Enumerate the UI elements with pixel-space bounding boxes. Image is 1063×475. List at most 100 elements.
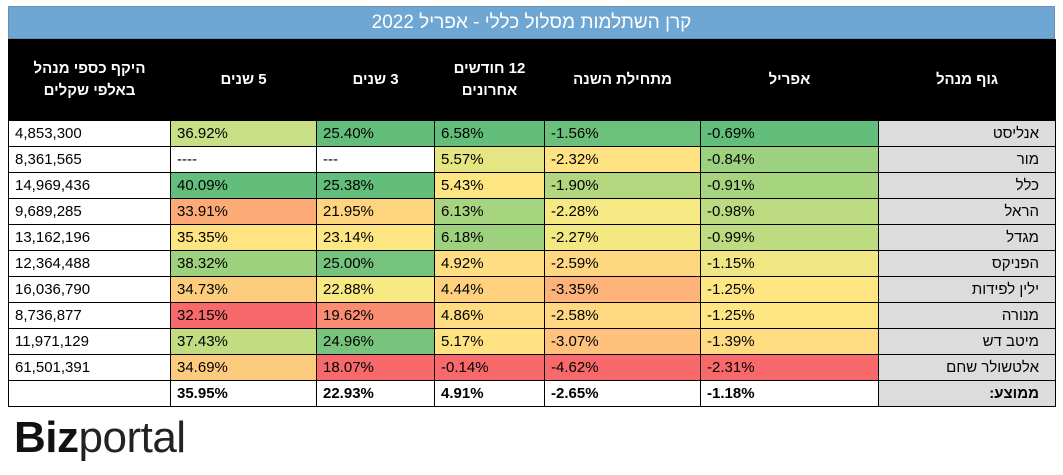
- april-return: -1.39%: [700, 328, 879, 355]
- aum-value: 8,736,877: [8, 302, 171, 329]
- company-name: מור: [878, 146, 1056, 173]
- 3-years-return: 19.62%: [316, 302, 435, 329]
- average-3-years: 22.93%: [316, 380, 435, 407]
- logo-part-portal: portal: [78, 413, 187, 462]
- table-title: קרן השתלמות מסלול כללי - אפריל 2022: [8, 6, 1055, 39]
- table-row: מור -0.84% -2.32% 5.57% --- ---- 8,361,565: [8, 146, 1056, 173]
- 12-months-return: 6.13%: [434, 198, 545, 225]
- 5-years-return: 40.09%: [170, 172, 317, 199]
- header-12-months: 12 חודשים אחרונים: [434, 39, 545, 121]
- header-row: גוף מנהל אפריל מתחילת השנה 12 חודשים אחר…: [8, 39, 1056, 121]
- ytd-return: -3.35%: [544, 276, 701, 303]
- company-name: אלטשולר שחם: [878, 354, 1056, 381]
- table-row: הפניקס -1.15% -2.59% 4.92% 25.00% 38.32% 12,36…: [8, 250, 1056, 277]
- 12-months-return: 4.86%: [434, 302, 545, 329]
- header-aum: היקף כספי מנהל באלפי שקלים: [8, 39, 171, 121]
- company-name: הראל: [878, 198, 1056, 225]
- table-row: מגדל -0.99% -2.27% 6.18% 23.14% 35.35% 13,162,…: [8, 224, 1056, 251]
- ytd-return: -2.59%: [544, 250, 701, 277]
- aum-value: 16,036,790: [8, 276, 171, 303]
- table-row: ילין לפידות -1.25% -3.35% 4.44% 22.88% 34.73%…: [8, 276, 1056, 303]
- table-row: הראל -0.98% -2.28% 6.13% 21.95% 33.91% 9,689,2…: [8, 198, 1056, 225]
- ytd-return: -3.07%: [544, 328, 701, 355]
- april-return: -0.98%: [700, 198, 879, 225]
- 5-years-return: 36.92%: [170, 120, 317, 147]
- 5-years-return: 34.73%: [170, 276, 317, 303]
- 12-months-return: 5.17%: [434, 328, 545, 355]
- april-return: -0.84%: [700, 146, 879, 173]
- 5-years-return: 32.15%: [170, 302, 317, 329]
- aum-value: 4,853,300: [8, 120, 171, 147]
- table-row: אלטשולר שחם -2.31% -4.62% -0.14% 18.07% 34.69…: [8, 354, 1056, 381]
- ytd-return: -4.62%: [544, 354, 701, 381]
- average-12-months: 4.91%: [434, 380, 545, 407]
- 3-years-return: 24.96%: [316, 328, 435, 355]
- company-name: ילין לפידות: [878, 276, 1056, 303]
- average-aum: [8, 380, 171, 407]
- bizportal-logo: Bizportal: [14, 414, 186, 462]
- ytd-return: -2.28%: [544, 198, 701, 225]
- 5-years-return: 33.91%: [170, 198, 317, 225]
- aum-value: 11,971,129: [8, 328, 171, 355]
- april-return: -0.69%: [700, 120, 879, 147]
- table-row: כלל -0.91% -1.90% 5.43% 25.38% 40.09% 14,969,4…: [8, 172, 1056, 199]
- 3-years-return: ---: [316, 146, 435, 173]
- average-row: ממוצע: -1.18% -2.65% 4.91% 22.93% 35.95%: [8, 380, 1056, 407]
- average-5-years: 35.95%: [170, 380, 317, 407]
- aum-value: 14,969,436: [8, 172, 171, 199]
- logo-part-biz: Biz: [14, 413, 79, 462]
- 5-years-return: 34.69%: [170, 354, 317, 381]
- company-name: אנליסט: [878, 120, 1056, 147]
- 12-months-return: 4.44%: [434, 276, 545, 303]
- ytd-return: -1.56%: [544, 120, 701, 147]
- april-return: -0.91%: [700, 172, 879, 199]
- aum-value: 9,689,285: [8, 198, 171, 225]
- table-row: אנליסט -0.69% -1.56% 6.58% 25.40% 36.92% 4,853…: [8, 120, 1056, 147]
- header-3-years: 3 שנים: [316, 39, 435, 121]
- april-return: -1.25%: [700, 302, 879, 329]
- company-name: מגדל: [878, 224, 1056, 251]
- company-name: כלל: [878, 172, 1056, 199]
- header-company: גוף מנהל: [878, 39, 1056, 121]
- aum-value: 13,162,196: [8, 224, 171, 251]
- ytd-return: -2.27%: [544, 224, 701, 251]
- average-label: ממוצע:: [878, 380, 1056, 407]
- returns-table: גוף מנהל אפריל מתחילת השנה 12 חודשים אחר…: [8, 39, 1056, 407]
- 3-years-return: 23.14%: [316, 224, 435, 251]
- 12-months-return: 6.18%: [434, 224, 545, 251]
- ytd-return: -2.58%: [544, 302, 701, 329]
- header-5-years: 5 שנים: [170, 39, 317, 121]
- 12-months-return: 4.92%: [434, 250, 545, 277]
- header-april: אפריל: [700, 39, 879, 121]
- 12-months-return: 5.57%: [434, 146, 545, 173]
- april-return: -1.15%: [700, 250, 879, 277]
- april-return: -1.25%: [700, 276, 879, 303]
- table-frame: קרן השתלמות מסלול כללי - אפריל 2022 גוף …: [8, 6, 1056, 407]
- 5-years-return: 37.43%: [170, 328, 317, 355]
- 3-years-return: 25.38%: [316, 172, 435, 199]
- 12-months-return: 5.43%: [434, 172, 545, 199]
- 5-years-return: 38.32%: [170, 250, 317, 277]
- 3-years-return: 25.40%: [316, 120, 435, 147]
- header-ytd: מתחילת השנה: [544, 39, 701, 121]
- average-april: -1.18%: [700, 380, 879, 407]
- table-row: מיטב דש -1.39% -3.07% 5.17% 24.96% 37.43% 11,9…: [8, 328, 1056, 355]
- april-return: -0.99%: [700, 224, 879, 251]
- ytd-return: -1.90%: [544, 172, 701, 199]
- company-name: מיטב דש: [878, 328, 1056, 355]
- table-row: מנורה -1.25% -2.58% 4.86% 19.62% 32.15% 8,736,…: [8, 302, 1056, 329]
- average-ytd: -2.65%: [544, 380, 701, 407]
- aum-value: 61,501,391: [8, 354, 171, 381]
- 12-months-return: -0.14%: [434, 354, 545, 381]
- 12-months-return: 6.58%: [434, 120, 545, 147]
- 3-years-return: 21.95%: [316, 198, 435, 225]
- april-return: -2.31%: [700, 354, 879, 381]
- aum-value: 8,361,565: [8, 146, 171, 173]
- ytd-return: -2.32%: [544, 146, 701, 173]
- table-body: אנליסט -0.69% -1.56% 6.58% 25.40% 36.92% 4,853…: [8, 120, 1056, 381]
- company-name: הפניקס: [878, 250, 1056, 277]
- 3-years-return: 22.88%: [316, 276, 435, 303]
- company-name: מנורה: [878, 302, 1056, 329]
- 3-years-return: 25.00%: [316, 250, 435, 277]
- aum-value: 12,364,488: [8, 250, 171, 277]
